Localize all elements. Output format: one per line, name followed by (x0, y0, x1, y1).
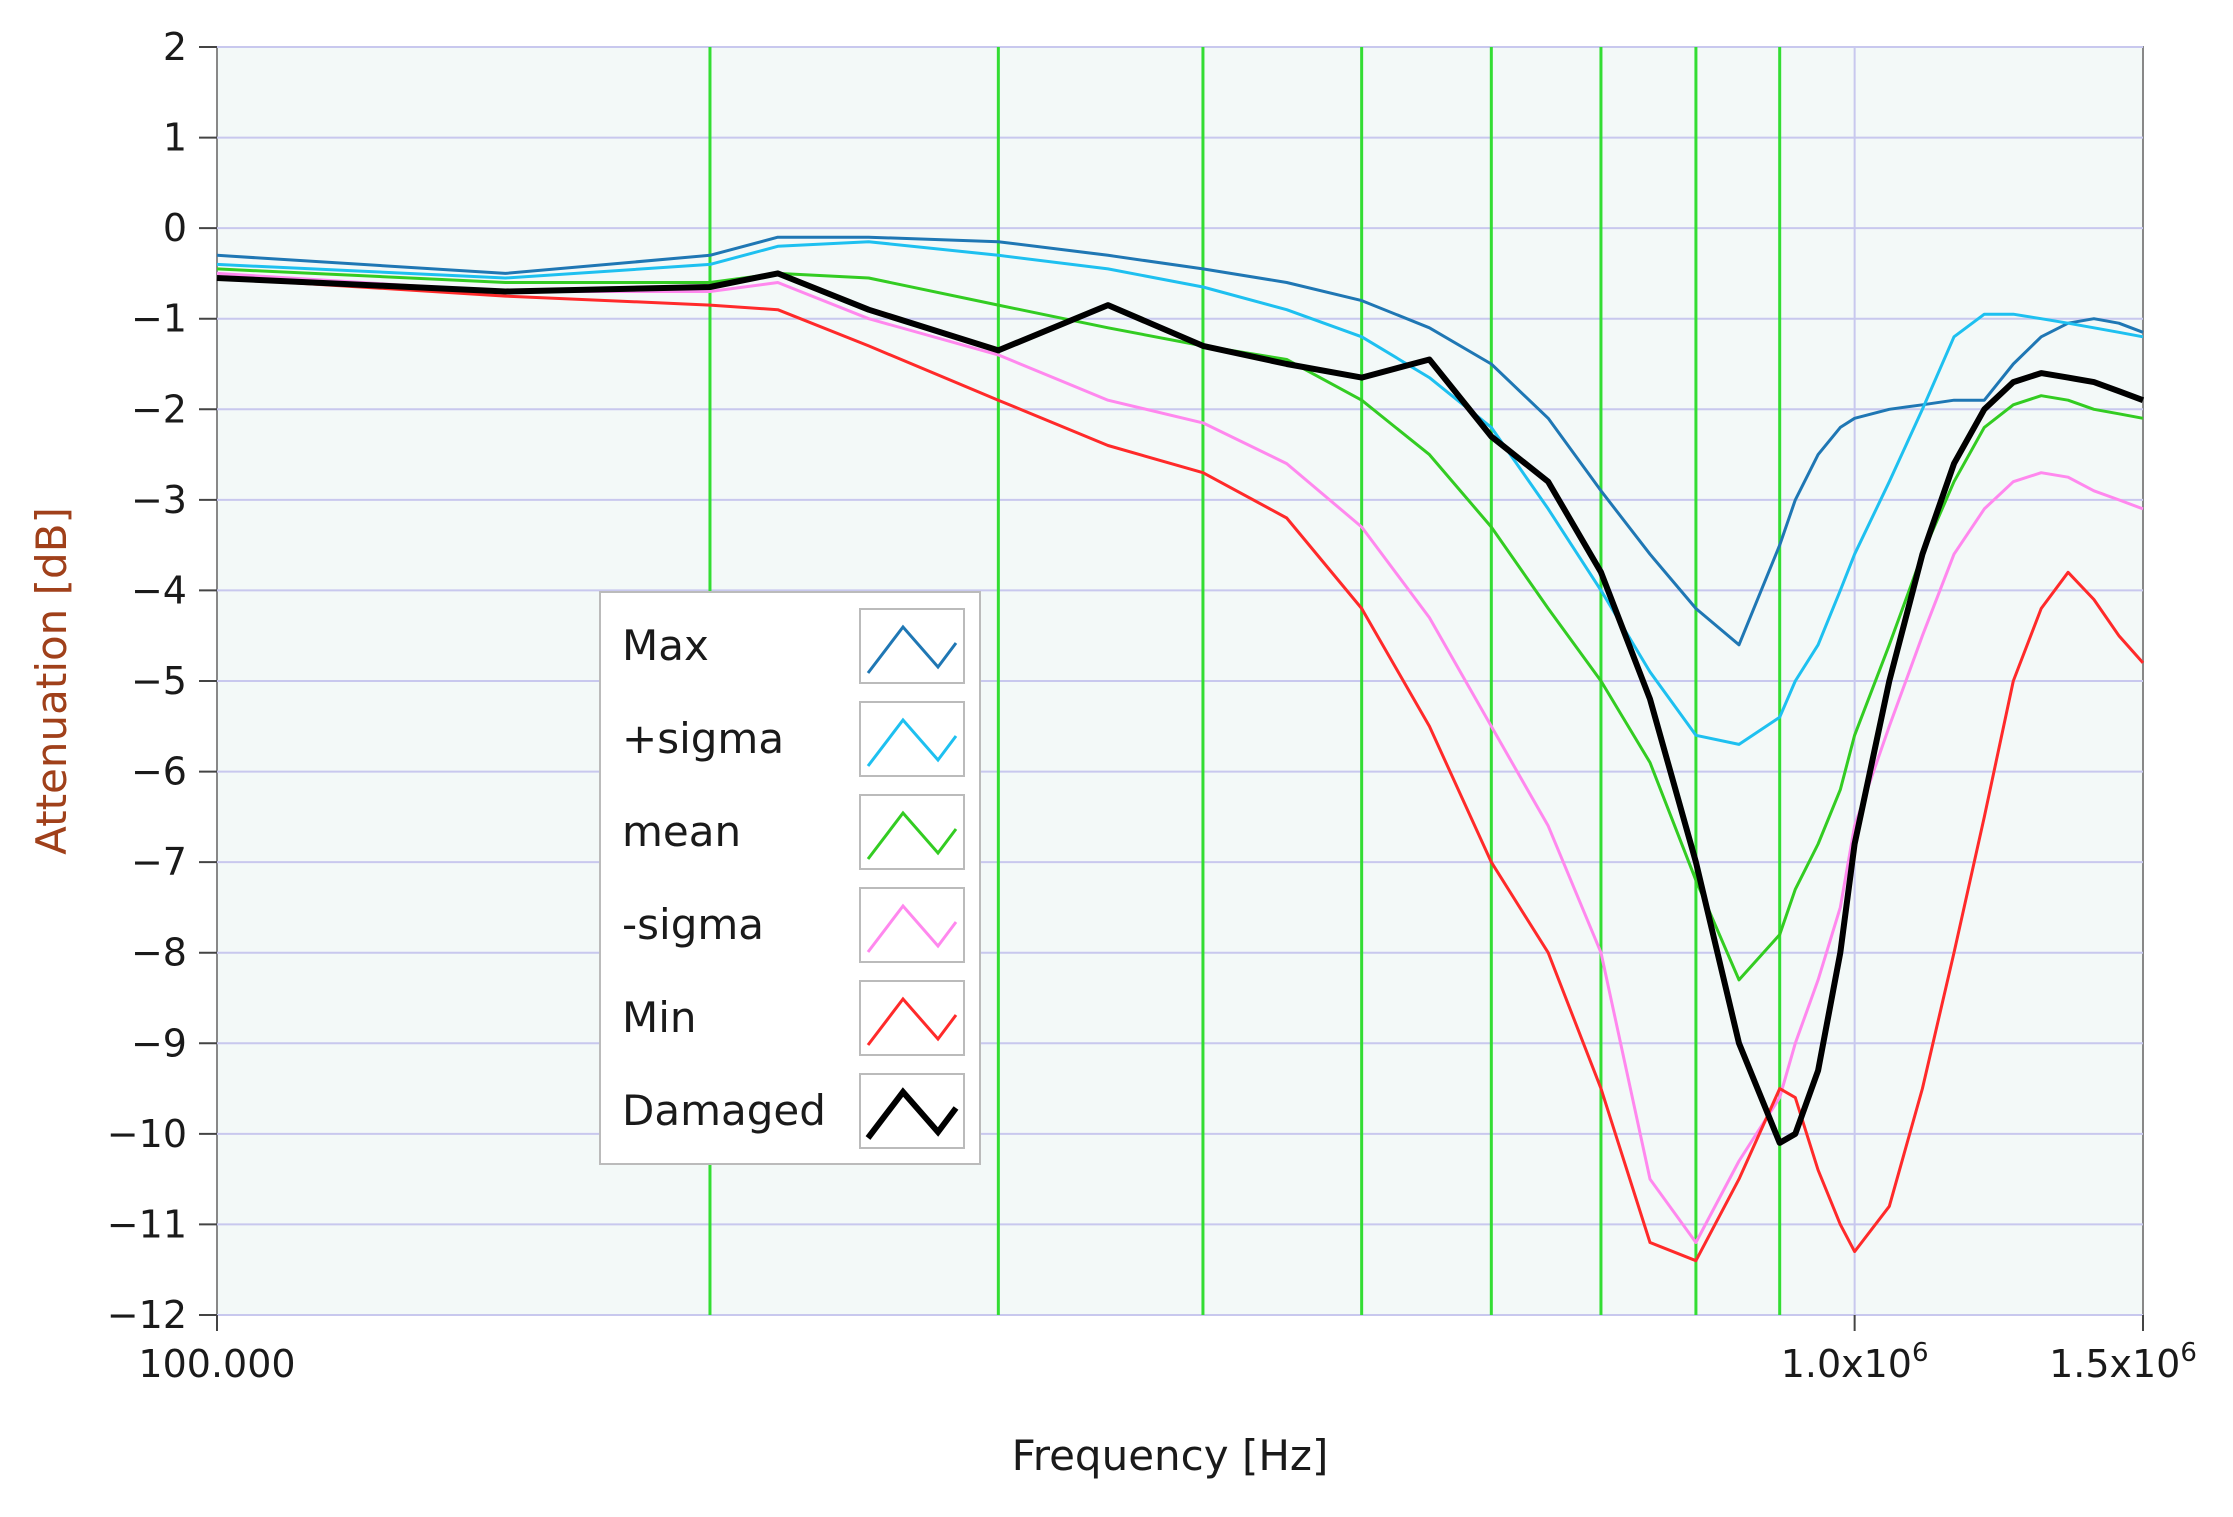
legend-swatch (859, 701, 965, 777)
series-line (216, 276, 2145, 1263)
y-tick-label: −10 (107, 1112, 187, 1156)
y-tick-label: −12 (107, 1293, 187, 1337)
legend-label: -sigma (622, 900, 764, 949)
y-tick-label: −5 (131, 659, 187, 703)
y-axis-title: Attenuation [dB] (27, 507, 76, 855)
legend-label: Min (622, 993, 697, 1042)
grid (217, 46, 2143, 1316)
frequency-markers (708, 47, 1782, 1315)
series-line (216, 270, 2145, 1146)
legend-line (866, 810, 958, 860)
legend-swatch (859, 608, 965, 684)
legend-swatch (859, 1073, 965, 1149)
series-lines (216, 235, 2145, 1263)
legend-swatch (859, 980, 965, 1056)
legend-label: mean (622, 807, 741, 856)
series-line (216, 235, 2144, 647)
legend-box (599, 591, 981, 1165)
legend: Max +sigma mean -sigma Min Damaged (599, 591, 981, 1165)
y-tick-label: −11 (107, 1202, 187, 1246)
legend-line (866, 903, 958, 953)
y-tick-label: −4 (131, 568, 187, 612)
legend-line (866, 717, 958, 767)
series-line (216, 240, 2144, 746)
x-tick-label: 1.5x106 (2049, 1338, 2197, 1386)
legend-label: +sigma (622, 714, 784, 763)
y-tick-label: 2 (163, 25, 187, 69)
legend-line (866, 624, 958, 674)
legend-swatch (859, 794, 965, 870)
y-axis: 2 1 0 −1 −2 −3 −4 −5 −6 −7 −8 −9 −10 −11 −12 (107, 25, 217, 1337)
legend-label: Damaged (622, 1086, 826, 1135)
y-tick-label: −1 (131, 297, 187, 341)
y-tick-label: −3 (131, 478, 187, 522)
y-tick-label: −6 (131, 750, 187, 794)
x-axis: 100.000 1.0x106 1.5x106 (138, 1315, 2197, 1386)
y-tick-label: −9 (131, 1021, 187, 1065)
y-tick-label: −8 (131, 931, 187, 975)
series-line (216, 267, 2144, 982)
series-line (216, 271, 2144, 1244)
x-tick-label: 100.000 (138, 1342, 295, 1386)
x-tick-label: 1.0x106 (1781, 1338, 1929, 1386)
y-tick-label: −2 (131, 387, 187, 431)
y-tick-label: −7 (131, 840, 187, 884)
legend-line (866, 996, 958, 1046)
y-tick-label: 0 (163, 206, 187, 250)
x-axis-title: Frequency [Hz] (1012, 1431, 1329, 1480)
legend-swatch (859, 887, 965, 963)
legend-label: Max (622, 621, 709, 670)
legend-line (865, 1087, 959, 1140)
y-tick-label: 1 (163, 116, 187, 160)
